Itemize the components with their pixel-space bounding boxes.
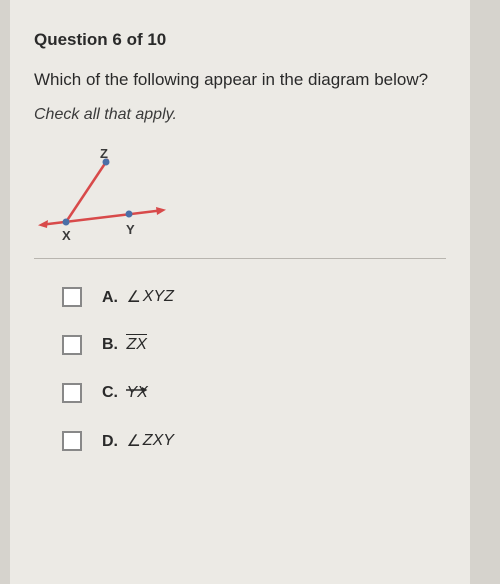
question-number: Question 6 of 10 [34,30,446,50]
angle-icon: ∠ [126,287,140,307]
checkbox-a[interactable] [62,287,82,307]
option-d-letter: D. [102,433,118,450]
angle-icon: ∠ [126,431,140,451]
geometry-diagram: X Y Z [34,142,194,242]
option-d-content: D. ∠ZXY [102,431,174,451]
option-c: C. YX [62,383,446,403]
diagram-label-x: X [62,228,71,243]
quiz-paper: Question 6 of 10 Which of the following … [10,0,470,584]
option-a: A. ∠XYZ [62,287,446,307]
checkbox-b[interactable] [62,335,82,355]
question-prompt: Which of the following appear in the dia… [34,68,446,92]
diagram-label-z: Z [100,146,108,161]
option-b-text: ZX [126,336,146,354]
option-a-letter: A. [102,289,118,306]
option-b-content: B. ZX [102,336,147,354]
question-instruction: Check all that apply. [34,106,446,124]
divider [34,258,446,259]
option-c-letter: C. [102,384,118,401]
option-b-letter: B. [102,336,118,353]
option-b: B. ZX [62,335,446,355]
option-d-text: ∠ZXY [126,431,173,451]
option-a-text: ∠XYZ [126,287,173,307]
segment-bar-icon [126,334,146,336]
ray-arrow-icon [126,381,147,389]
option-d: D. ∠ZXY [62,431,446,451]
checkbox-d[interactable] [62,431,82,451]
option-a-content: A. ∠XYZ [102,287,174,307]
diagram-label-y: Y [126,222,135,237]
option-c-text: YX [126,384,147,402]
checkbox-c[interactable] [62,383,82,403]
option-c-content: C. YX [102,384,148,402]
options-list: A. ∠XYZ B. ZX [34,287,446,451]
content-area: Question 6 of 10 Which of the following … [10,0,470,499]
